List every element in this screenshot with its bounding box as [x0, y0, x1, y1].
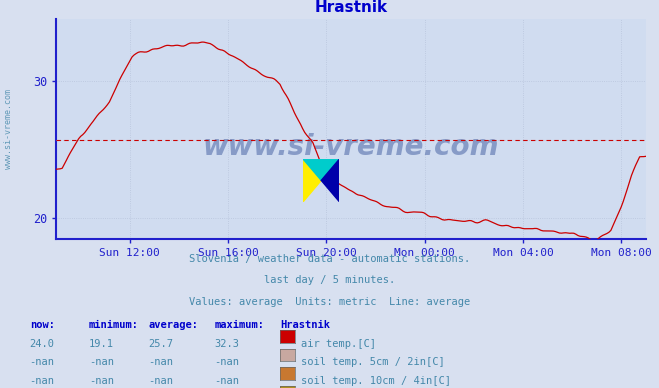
- Text: last day / 5 minutes.: last day / 5 minutes.: [264, 275, 395, 286]
- Title: Hrastnik: Hrastnik: [314, 0, 387, 16]
- Text: Values: average  Units: metric  Line: average: Values: average Units: metric Line: aver…: [189, 297, 470, 307]
- Text: -nan: -nan: [89, 376, 114, 386]
- Text: soil temp. 10cm / 4in[C]: soil temp. 10cm / 4in[C]: [301, 376, 451, 386]
- Text: -nan: -nan: [214, 357, 239, 367]
- Text: 24.0: 24.0: [30, 339, 55, 349]
- Text: Slovenia / weather data - automatic stations.: Slovenia / weather data - automatic stat…: [189, 254, 470, 264]
- Text: soil temp. 5cm / 2in[C]: soil temp. 5cm / 2in[C]: [301, 357, 445, 367]
- Text: average:: average:: [148, 320, 198, 330]
- Text: now:: now:: [30, 320, 55, 330]
- Polygon shape: [303, 159, 322, 202]
- Polygon shape: [322, 159, 339, 202]
- Text: minimum:: minimum:: [89, 320, 139, 330]
- Text: maximum:: maximum:: [214, 320, 264, 330]
- Text: -nan: -nan: [214, 376, 239, 386]
- Text: 19.1: 19.1: [89, 339, 114, 349]
- Text: air temp.[C]: air temp.[C]: [301, 339, 376, 349]
- Text: www.si-vreme.com: www.si-vreme.com: [4, 89, 13, 169]
- Polygon shape: [303, 159, 339, 180]
- Text: Hrastnik: Hrastnik: [280, 320, 330, 330]
- Text: 32.3: 32.3: [214, 339, 239, 349]
- Text: 25.7: 25.7: [148, 339, 173, 349]
- Text: -nan: -nan: [89, 357, 114, 367]
- Text: -nan: -nan: [148, 376, 173, 386]
- Text: -nan: -nan: [30, 357, 55, 367]
- Text: www.si-vreme.com: www.si-vreme.com: [203, 133, 499, 161]
- Text: -nan: -nan: [30, 376, 55, 386]
- Text: -nan: -nan: [148, 357, 173, 367]
